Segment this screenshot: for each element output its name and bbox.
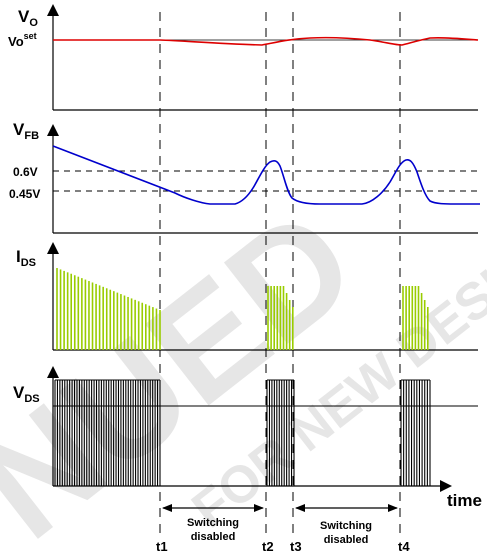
vo-label-sub: O xyxy=(29,17,38,29)
vfb-level-low-label: 0.45V xyxy=(9,187,40,201)
vfb-trace xyxy=(52,145,480,205)
ids-label: IDS xyxy=(16,247,36,269)
interval-1-text-line1: Switching xyxy=(187,517,239,529)
vo-setpoint-main: Vo xyxy=(8,34,24,49)
marker-t1-label: t1 xyxy=(156,539,168,553)
vfb-label-main: V xyxy=(13,120,25,139)
interval-1-arrow-head-right xyxy=(254,504,264,512)
vfb-label: VFB xyxy=(13,120,39,142)
vo-setpoint-label: Voset xyxy=(8,31,37,49)
marker-t3-label: t3 xyxy=(290,539,302,553)
ids-panel: IDS xyxy=(16,242,478,351)
vds-label: VDS xyxy=(13,383,40,405)
time-annotations: time Switching disabled Switching disabl… xyxy=(156,491,482,553)
time-axis-label: time xyxy=(447,491,482,510)
vfb-level-high-label: 0.6V xyxy=(13,165,38,179)
interval-2-arrow-head-left xyxy=(295,504,305,512)
ids-label-main: I xyxy=(16,247,21,266)
vo-setpoint-sup: set xyxy=(24,31,37,41)
marker-t2-label: t2 xyxy=(262,539,274,553)
interval-2-arrow-head-right xyxy=(388,504,398,512)
ids-pulse-train xyxy=(56,268,429,350)
vo-label-main: V xyxy=(18,7,30,26)
vfb-label-sub: FB xyxy=(24,130,39,142)
vo-trace xyxy=(53,36,479,46)
vfb-panel: VFB 0.6V 0.45V xyxy=(9,120,480,234)
vo-label: VO xyxy=(18,7,38,29)
vo-panel: VO Voset xyxy=(8,4,479,111)
interval-2-text-line1: Switching xyxy=(320,520,372,532)
interval-2-text-line2: disabled xyxy=(324,534,369,546)
ids-label-sub: DS xyxy=(21,257,36,269)
interval-1-text-line2: disabled xyxy=(191,531,236,543)
marker-t4-label: t4 xyxy=(398,539,410,553)
interval-1-arrow-head-left xyxy=(162,504,172,512)
vds-panel: VDS xyxy=(13,366,478,492)
vds-pulse-train xyxy=(54,379,431,487)
vds-label-main: V xyxy=(13,383,25,402)
vds-label-sub: DS xyxy=(24,393,39,405)
